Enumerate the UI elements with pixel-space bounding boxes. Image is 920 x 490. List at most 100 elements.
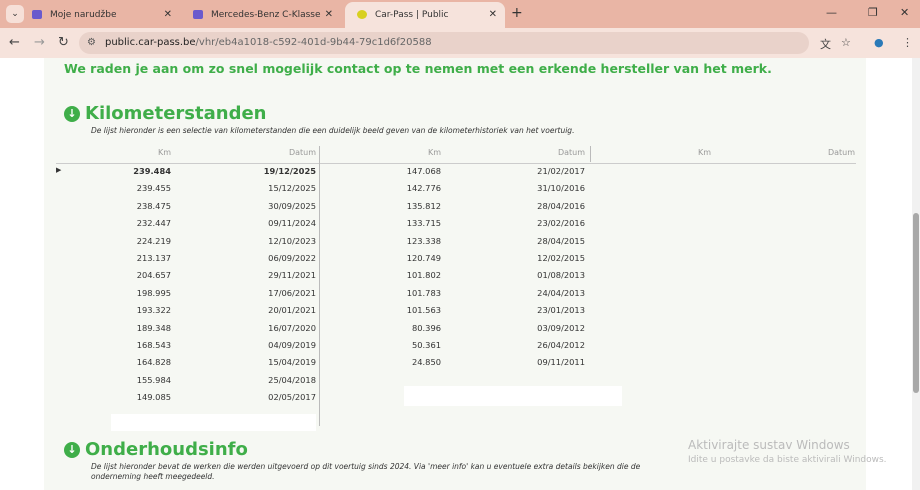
date-value: 19/12/2025 — [263, 166, 316, 176]
toolbar: ← → ↻ ⚙ public.car-pass.be/vhr/eb4a1018-c… — [0, 28, 920, 58]
km-value: 238.475 — [136, 200, 171, 211]
date-value: 12/02/2015 — [537, 253, 585, 263]
km-value: 80.396 — [411, 322, 441, 333]
forward-icon[interactable]: → — [34, 35, 45, 50]
tab-title: Car-Pass | Public — [375, 10, 449, 20]
date-value: 23/01/2013 — [537, 305, 585, 316]
tab-moje-narudzbe[interactable]: Moje narudžbe ✕ — [20, 4, 180, 26]
km-value: 101.802 — [406, 270, 441, 281]
profile-avatar[interactable]: ● — [874, 36, 884, 49]
favicon-icon — [357, 10, 367, 19]
favicon-icon — [32, 10, 42, 19]
km-value: 164.828 — [136, 357, 171, 368]
tab-title: Mercedes-Benz C-Klasse C 200 — [211, 10, 321, 20]
date-value: 29/11/2021 — [268, 270, 316, 281]
scrollbar[interactable] — [912, 58, 920, 490]
date-value: 03/09/2012 — [537, 322, 585, 333]
tab-mercedes[interactable]: Mercedes-Benz C-Klasse C 200✕ — [181, 4, 341, 26]
url-host: public.car-pass.be — [105, 37, 196, 48]
translate-icon[interactable]: 文 — [820, 38, 831, 51]
date-value: 31/10/2016 — [537, 183, 585, 194]
section-title-text: Kilometerstanden — [85, 103, 267, 124]
arrow-down-circle-icon[interactable]: ↓ — [64, 106, 80, 122]
date-value: 17/06/2021 — [268, 287, 316, 298]
scrollbar-thumb[interactable] — [913, 213, 919, 393]
km-value: 101.783 — [406, 287, 441, 298]
section-title-text: Onderhoudsinfo — [85, 439, 248, 460]
tab-search-button[interactable]: ⌄ — [6, 5, 24, 23]
minimize-button[interactable]: — — [826, 6, 837, 19]
date-value: 09/11/2024 — [268, 218, 316, 229]
km-value: 232.447 — [136, 218, 171, 229]
header-km-1[interactable]: Km — [157, 148, 171, 157]
km-section-subtitle: De lijst hieronder is een selectie van k… — [91, 126, 575, 135]
maint-section-subtitle: De lijst hieronder bevat de werken die w… — [91, 462, 641, 481]
site-info-icon[interactable]: ⚙ — [87, 37, 96, 48]
km-value: 168.543 — [136, 340, 171, 350]
km-value: 213.137 — [136, 253, 171, 263]
arrow-down-circle-icon[interactable]: ↓ — [64, 442, 80, 458]
tab-car-pass[interactable]: Car-Pass | Public ✕ — [345, 2, 505, 28]
restore-button[interactable]: ❐ — [868, 6, 878, 19]
row-pointer-icon: ▶ — [56, 166, 62, 174]
date-value: 12/10/2023 — [268, 235, 316, 246]
date-value: 25/04/2018 — [268, 374, 316, 385]
date-value: 20/01/2021 — [268, 305, 316, 316]
km-value: 155.984 — [136, 374, 171, 385]
header-datum-3[interactable]: Datum — [827, 148, 855, 157]
date-value: 30/09/2025 — [268, 200, 316, 211]
km-value: 198.995 — [136, 287, 171, 298]
reload-icon[interactable]: ↻ — [58, 35, 69, 50]
date-value: 06/09/2022 — [268, 253, 316, 263]
km-value: 142.776 — [406, 183, 441, 194]
date-value: 04/09/2019 — [268, 340, 316, 350]
windows-watermark-text: Idite u postavke da biste aktivirali Win… — [688, 455, 887, 465]
address-bar[interactable]: ⚙ public.car-pass.be/vhr/eb4a1018-c592-40… — [79, 32, 809, 54]
column-divider — [590, 146, 591, 162]
close-icon[interactable]: ✕ — [488, 9, 497, 20]
date-value: 23/02/2016 — [537, 218, 585, 229]
date-value: 24/04/2013 — [537, 287, 585, 298]
km-value: 120.749 — [406, 253, 441, 263]
date-value: 09/11/2011 — [537, 357, 585, 368]
km-value: 133.715 — [406, 218, 441, 229]
km-value: 239.455 — [136, 183, 171, 194]
km-section-title: ↓ Kilometerstanden — [64, 104, 267, 124]
date-value: 28/04/2016 — [537, 200, 585, 211]
header-km-2[interactable]: Km — [427, 148, 441, 157]
tab-title: Moje narudžbe — [50, 10, 117, 20]
divider — [56, 163, 856, 164]
page-content: We raden je aan om zo snel mogelijk cont… — [44, 58, 866, 490]
km-value: 50.361 — [411, 340, 441, 350]
km-value: 147.068 — [406, 166, 441, 176]
km-value: 24.850 — [411, 357, 441, 368]
date-value: 21/02/2017 — [537, 166, 585, 176]
km-value: 204.657 — [136, 270, 171, 281]
date-value: 02/05/2017 — [268, 392, 316, 403]
date-value: 16/07/2020 — [268, 322, 316, 333]
km-value: 123.338 — [406, 235, 441, 246]
empty-cell — [404, 386, 622, 406]
windows-watermark-title: Aktivirajte sustav Windows — [688, 438, 850, 452]
header-datum-1[interactable]: Datum — [288, 148, 316, 157]
km-value: 239.484 — [133, 166, 171, 176]
bookmark-star-icon[interactable]: ☆ — [841, 36, 851, 49]
menu-icon[interactable]: ⋮ — [902, 36, 913, 49]
close-icon[interactable]: ✕ — [324, 9, 333, 20]
date-value: 01/08/2013 — [537, 270, 585, 281]
maint-section-title: ↓ Onderhoudsinfo — [64, 440, 248, 460]
km-value: 224.219 — [136, 235, 171, 246]
km-value: 101.563 — [406, 305, 441, 316]
km-value: 149.085 — [136, 392, 171, 403]
close-window-button[interactable]: ✕ — [900, 6, 910, 19]
date-value: 28/04/2015 — [537, 235, 585, 246]
km-value: 193.322 — [136, 305, 171, 316]
warning-text: We raden je aan om zo snel mogelijk cont… — [64, 61, 772, 76]
date-value: 15/04/2019 — [268, 357, 316, 368]
close-icon[interactable]: ✕ — [163, 9, 172, 20]
new-tab-button[interactable]: + — [511, 5, 523, 21]
header-km-3[interactable]: Km — [697, 148, 711, 157]
column-divider — [319, 146, 320, 426]
back-icon[interactable]: ← — [9, 35, 20, 50]
header-datum-2[interactable]: Datum — [557, 148, 585, 157]
